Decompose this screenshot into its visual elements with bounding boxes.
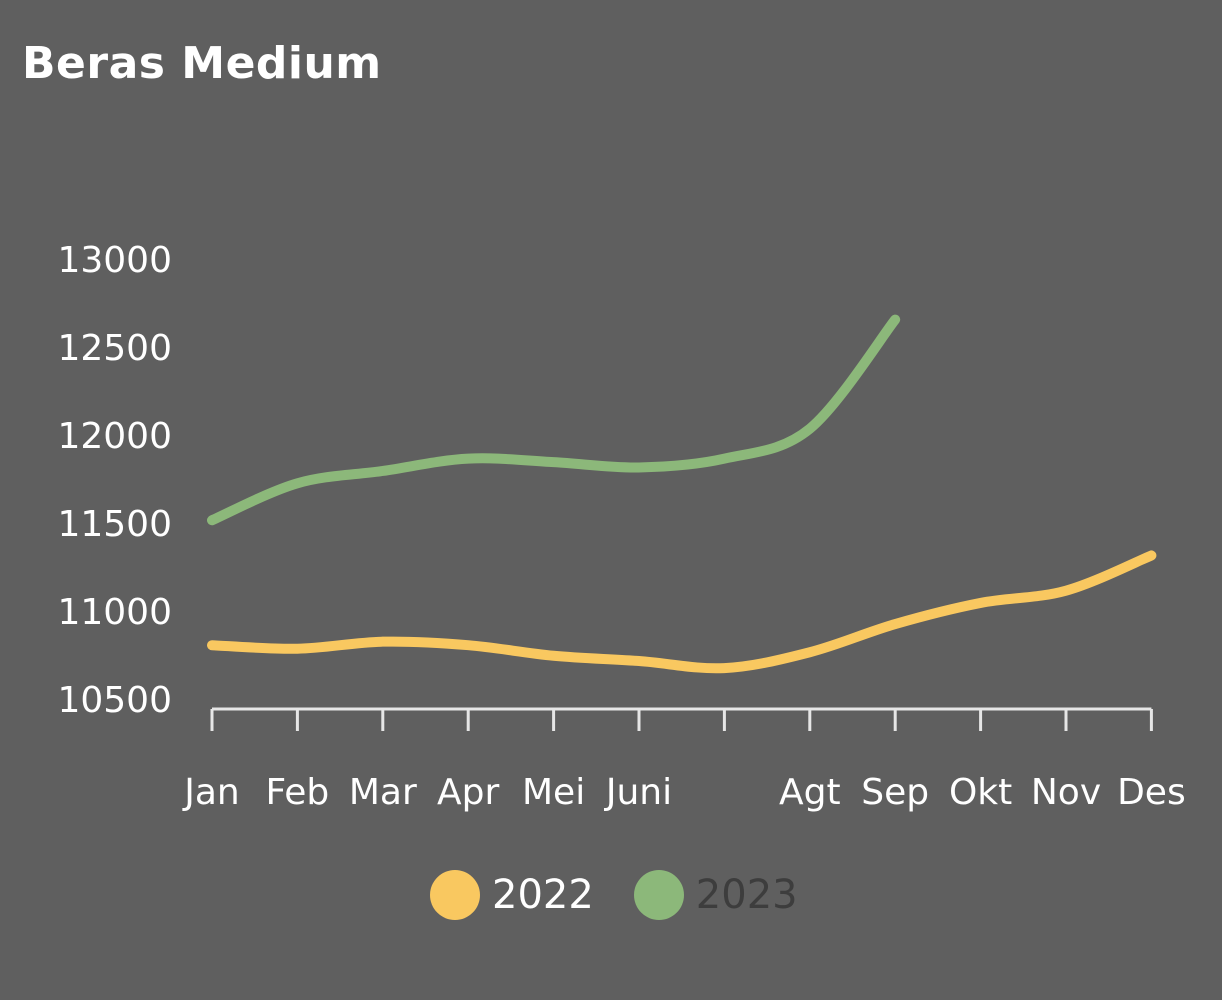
series-line-2023 <box>207 314 901 526</box>
y-tick-label: 11000 <box>57 592 172 633</box>
line-chart: 10500 11000 11500 12000 12500 13000 Jan Feb Mar A… <box>57 240 1186 813</box>
x-tick-label: Apr <box>437 772 499 813</box>
x-tick-label: Mar <box>349 772 417 813</box>
y-tick-label: 12500 <box>57 328 172 369</box>
x-tick-label: Jan <box>182 772 240 813</box>
chart-title: Beras Medium <box>22 38 382 89</box>
x-tick-label: Nov <box>1031 772 1101 813</box>
legend: 2022 2023 <box>430 870 838 920</box>
y-tick-label: 13000 <box>57 240 172 281</box>
x-tick-label: Sep <box>861 772 929 813</box>
x-tick-label: Des <box>1117 772 1186 813</box>
x-tick-label: Mei <box>522 772 585 813</box>
x-tick-label: Feb <box>266 772 330 813</box>
legend-item-2023: 2023 <box>633 870 798 920</box>
legend-label-2023: 2023 <box>695 872 798 918</box>
legend-swatch-2022 <box>430 870 480 920</box>
legend-label-2022: 2022 <box>492 872 594 918</box>
x-tick-label: Okt <box>949 772 1012 813</box>
x-tick-label: Agt <box>779 772 841 813</box>
legend-swatch-2023 <box>633 870 684 920</box>
x-tick-label: Juni <box>604 772 672 813</box>
y-tick-label: 11500 <box>57 504 172 545</box>
y-tick-label: 10500 <box>57 680 172 721</box>
legend-item-2022: 2022 <box>430 870 594 920</box>
y-tick-label: 12000 <box>57 416 172 457</box>
series-line-2022 <box>207 550 1157 674</box>
